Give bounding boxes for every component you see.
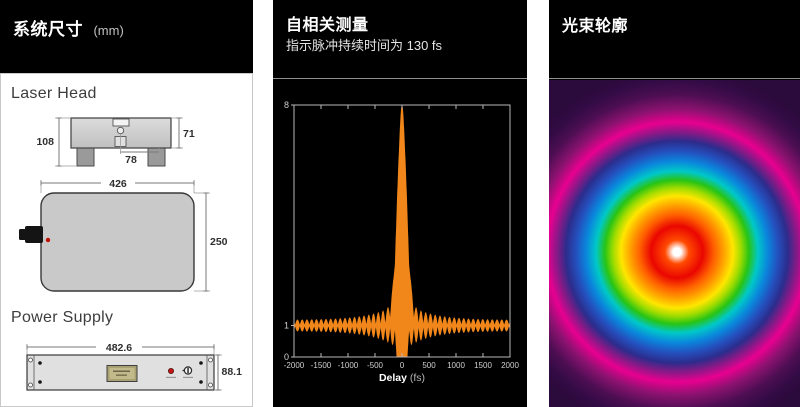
ps-screw [38, 380, 42, 384]
x-tick-label: 1000 [447, 361, 465, 370]
x-tick-label: -1500 [311, 361, 332, 370]
beam-title: 光束轮廓 [562, 18, 629, 35]
dimensions-title: 系统尺寸 [13, 20, 83, 39]
dimensions-unit: (mm) [93, 23, 124, 38]
header-divider [273, 78, 527, 79]
x-axis-label: Delay (fs) [379, 372, 425, 384]
dimensions-panel: 系统尺寸 (mm) Laser Head Power Supply [0, 0, 253, 407]
dim-top-width-label: 426 [109, 178, 127, 190]
x-tick-label: 2000 [501, 361, 519, 370]
dimensions-header: 系统尺寸 (mm) [0, 0, 253, 73]
ps-rack-hole [208, 382, 213, 388]
autocorrelation-chart: -2000 -1500 -1000 -500 0 500 1000 1500 2000 0 1 8 De… [284, 100, 520, 384]
dim-ps-width-label: 482.6 [106, 342, 132, 354]
autocorrelation-trace [294, 105, 510, 357]
top-housing [40, 192, 195, 292]
ps-emission-indicator-icon [167, 367, 174, 374]
laser-head-front-drawing: 108 71 78 [36, 117, 195, 167]
ps-rack-hole [208, 357, 213, 363]
front-right-foot [147, 147, 166, 167]
laser-head-top-drawing: 426 250 [19, 178, 228, 292]
ps-rack-hole [28, 382, 33, 388]
ps-screw [199, 380, 203, 384]
laser-head-label: Laser Head [11, 85, 97, 102]
x-tick-label: -500 [367, 361, 384, 370]
top-indicator-dot [45, 237, 51, 243]
dim-front-height-label: 108 [36, 136, 54, 148]
front-output-circle [116, 126, 125, 135]
ps-screw [38, 361, 42, 365]
x-tick-label: 0 [400, 361, 405, 370]
dimensions-body: Laser Head Power Supply [0, 73, 253, 407]
ps-rack-hole [28, 357, 33, 363]
power-supply-label: Power Supply [11, 309, 114, 326]
beam-profile-image [549, 80, 800, 407]
y-tick-label: 8 [284, 100, 289, 110]
dim-front-body-height-label: 71 [183, 128, 195, 140]
x-tick-label: 1500 [474, 361, 492, 370]
autocorrelation-subtitle: 指示脉冲持续时间为 130 fs [286, 38, 443, 53]
front-left-foot [76, 147, 95, 167]
top-connector [25, 226, 43, 243]
dim-ps-height-label: 88.1 [222, 366, 243, 378]
header-divider [549, 78, 800, 79]
power-supply-drawing: 482.6 [26, 342, 243, 391]
x-tick-label: -2000 [284, 361, 305, 370]
dimension-drawings: 108 71 78 [19, 117, 243, 391]
dim-front-offset-label: 78 [125, 154, 137, 166]
ps-power-caption-mark [183, 376, 193, 378]
dim-top-depth-label: 250 [210, 236, 228, 248]
x-tick-label: -1000 [338, 361, 359, 370]
beam-panel: 光束轮廓 [549, 0, 800, 407]
front-aperture-port [112, 118, 130, 127]
y-tick-label: 0 [284, 352, 289, 362]
top-connector-nub [19, 229, 26, 240]
autocorrelation-title: 自相关测量 [286, 17, 369, 34]
ps-lcd-inner [109, 368, 135, 379]
y-tick-label: 1 [284, 321, 289, 331]
autocorrelation-panel: 自相关测量 指示脉冲持续时间为 130 fs -2000 -1500 -1000 -5… [273, 0, 527, 407]
x-tick-label: 500 [422, 361, 436, 370]
ps-screw [199, 361, 203, 365]
ps-emission-caption-mark [166, 376, 176, 378]
